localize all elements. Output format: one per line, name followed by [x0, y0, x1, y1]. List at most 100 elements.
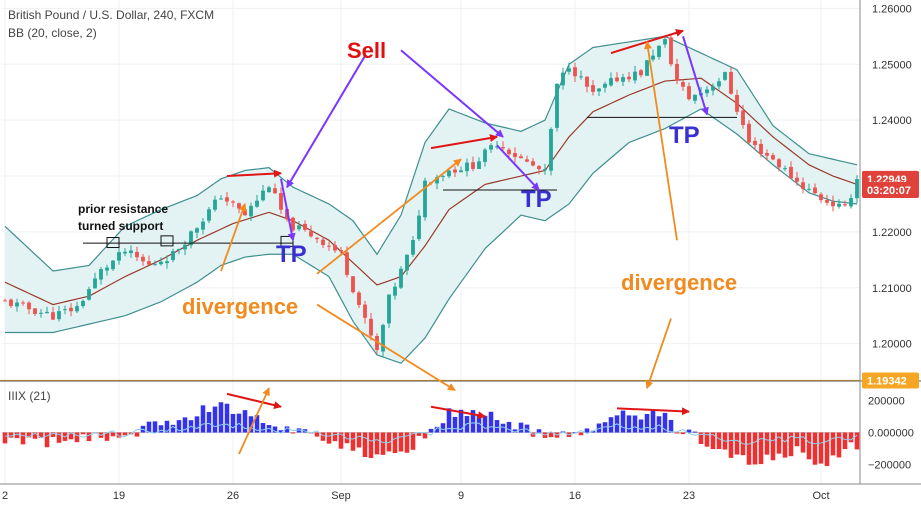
- sub-bar: [368, 432, 374, 458]
- candle-body: [531, 161, 535, 166]
- sub-bar: [704, 432, 710, 447]
- sub-bar: [158, 425, 164, 433]
- sub-bar: [590, 430, 596, 433]
- candle-body: [381, 324, 385, 352]
- candle-body: [645, 60, 649, 76]
- candle-body: [93, 278, 97, 289]
- candle-body: [321, 239, 325, 246]
- divergence-label-1: divergence: [182, 294, 298, 319]
- sub-bar: [512, 429, 518, 433]
- indicator-label: BB (20, close, 2): [8, 26, 97, 40]
- price-tag-text: 03:20:07: [867, 185, 911, 197]
- candle-body: [237, 203, 241, 209]
- candle-body: [369, 318, 373, 336]
- candle-body: [783, 168, 787, 170]
- candle-body: [705, 89, 709, 94]
- candle-body: [279, 193, 283, 210]
- candle-body: [141, 256, 145, 262]
- sub-bar: [212, 406, 218, 433]
- price-tick-label: 1.24000: [872, 115, 912, 127]
- candle-body: [543, 169, 547, 171]
- sub-bar: [380, 432, 386, 455]
- sub-bar: [710, 432, 716, 450]
- sub-bar: [386, 432, 392, 452]
- candle-body: [99, 269, 103, 280]
- sub-bar: [122, 432, 128, 436]
- candle-body: [693, 94, 697, 101]
- price-divergence-arrow: [430, 134, 498, 150]
- support-touch-box: [160, 235, 174, 247]
- candle-body: [207, 209, 211, 221]
- candle-body: [165, 261, 169, 264]
- sub-bar: [332, 432, 338, 442]
- candle-body: [129, 250, 133, 254]
- candle-body: [759, 143, 763, 155]
- sub-bar: [326, 432, 332, 444]
- candle-body: [747, 123, 751, 143]
- sub-bar: [404, 432, 410, 453]
- sub-bar: [452, 416, 458, 433]
- candle-body: [585, 76, 589, 87]
- sub-bar: [260, 423, 266, 433]
- support-touch-box: [106, 237, 120, 249]
- tp-arrow: [496, 144, 540, 191]
- candle-body: [33, 308, 37, 314]
- candle-body: [555, 83, 559, 128]
- sub-bar: [800, 432, 806, 453]
- sub-bar: [494, 420, 500, 433]
- sub-bar: [104, 432, 110, 441]
- sub-bar: [650, 410, 656, 433]
- candle-body: [825, 200, 829, 203]
- bb-middle-line: [4, 77, 858, 306]
- sub-bar: [14, 432, 20, 439]
- candle-body: [579, 76, 583, 78]
- candle-body: [549, 128, 553, 171]
- candle-body: [291, 217, 295, 231]
- candle-body: [63, 309, 67, 311]
- candle-body: [345, 252, 349, 275]
- candle-body: [615, 77, 619, 82]
- divergence-arrow: [645, 318, 672, 390]
- sub-bar: [350, 432, 356, 451]
- tp-label-1: TP: [276, 241, 307, 268]
- price-tick-label: 1.25000: [872, 59, 912, 71]
- candle-body: [219, 198, 223, 200]
- price-tag-text: 1.19342: [867, 375, 907, 387]
- sub-bar: [758, 432, 764, 465]
- sub-bar: [446, 408, 452, 433]
- sell-arrow: [286, 55, 366, 189]
- sub-bar: [830, 432, 836, 456]
- divergence-arrow: [644, 40, 678, 241]
- candle-body: [333, 245, 337, 251]
- annotation-arrows: [220, 28, 709, 455]
- candle-body: [9, 299, 13, 306]
- sub-bar: [632, 415, 638, 433]
- sub-bar: [38, 432, 44, 438]
- sub-bar: [506, 421, 512, 433]
- sub-bar: [578, 432, 584, 436]
- candle-body: [15, 302, 19, 307]
- candle-body: [675, 63, 679, 81]
- bollinger-bands: [4, 35, 858, 364]
- candle-body: [831, 201, 835, 207]
- indicator-divergence-arrow: [616, 407, 690, 416]
- sub-bar: [470, 410, 476, 433]
- x-tick-label: 19: [113, 490, 125, 502]
- divergence-label-2: divergence: [621, 270, 737, 295]
- sub-bar: [662, 412, 668, 433]
- sub-bar: [374, 432, 380, 455]
- price-tick-label: 1.22000: [872, 227, 912, 239]
- candle-body: [465, 162, 469, 172]
- sub-bar: [194, 416, 200, 433]
- sub-bar: [248, 416, 254, 433]
- candle-body: [561, 72, 565, 86]
- sub-bar: [416, 432, 422, 436]
- candle-body: [231, 201, 235, 203]
- x-tick-label: 9: [458, 490, 464, 502]
- sub-bar: [482, 415, 488, 433]
- candle-body: [813, 187, 817, 194]
- candle-body: [315, 237, 319, 240]
- sub-bar: [788, 432, 794, 457]
- sub-bar: [206, 412, 212, 433]
